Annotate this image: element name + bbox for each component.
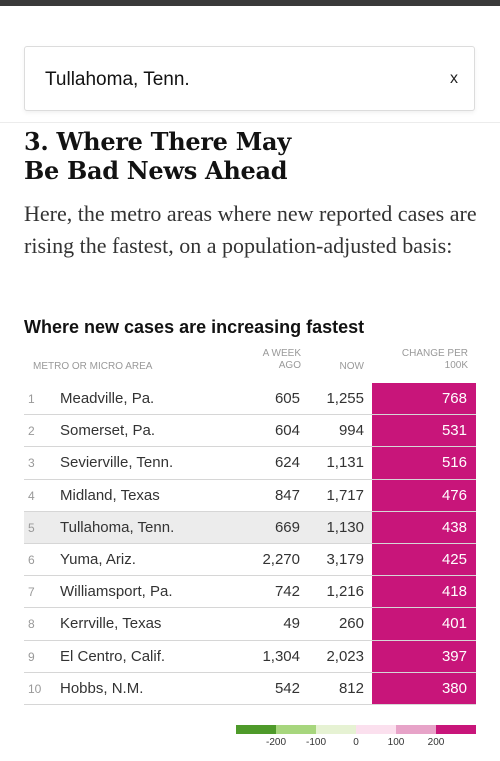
row-change: 401 — [372, 608, 476, 640]
row-week-ago: 542 — [274, 679, 300, 697]
row-metro-name: Hobbs, N.M. — [60, 679, 144, 697]
section-headline: 3. Where There May Be Bad News Ahead — [24, 127, 484, 185]
row-now: 1,717 — [326, 486, 364, 504]
top-bar — [0, 0, 500, 6]
legend-swatch — [236, 725, 276, 734]
row-change: 425 — [372, 543, 476, 576]
legend-swatch — [436, 725, 476, 734]
row-change: 476 — [372, 479, 476, 511]
header-change-line-1: CHANGE PER — [401, 348, 468, 359]
row-metro-name: Yuma, Ariz. — [60, 550, 136, 568]
search-value: Tullahoma, Tenn. — [45, 69, 190, 90]
row-metro-name: El Centro, Calif. — [60, 647, 166, 665]
row-change: 380 — [372, 672, 476, 704]
row-change: 768 — [372, 383, 476, 415]
legend-tick-label: -100 — [305, 737, 326, 748]
header-now: NOW — [339, 361, 364, 372]
row-rank: 10 — [28, 681, 42, 696]
row-now: 3,179 — [326, 550, 364, 568]
row-rank: 3 — [28, 456, 35, 471]
table-row: 9 El Centro, Calif. 1,304 2,023 397 — [24, 640, 476, 673]
row-rank: 9 — [28, 649, 35, 664]
row-rank: 7 — [28, 585, 35, 600]
row-metro-name: Tullahoma, Tenn. — [60, 518, 175, 536]
row-change: 438 — [372, 511, 476, 543]
row-now: 1,130 — [326, 518, 364, 536]
row-week-ago: 669 — [274, 518, 300, 536]
legend-tick-label: 0 — [353, 737, 359, 748]
row-change: 397 — [372, 640, 476, 672]
table-row: 7 Williamsport, Pa. 742 1,216 418 — [24, 576, 476, 609]
legend-swatch — [396, 725, 436, 734]
table-row: 1 Meadville, Pa. 605 1,255 768 — [24, 383, 476, 416]
table-row: 5 Tullahoma, Tenn. 669 1,130 438 — [24, 511, 476, 544]
clear-search-button[interactable]: x — [450, 70, 458, 87]
row-metro-name: Midland, Texas — [60, 486, 160, 504]
header-week-ago-line-1: A WEEK — [262, 348, 301, 359]
row-metro-name: Meadville, Pa. — [60, 390, 155, 407]
legend-swatch — [276, 725, 316, 734]
row-now: 1,131 — [326, 454, 364, 472]
table-row: 8 Kerrville, Texas 49 260 401 — [24, 608, 476, 641]
header-week-ago-line-2: AGO — [278, 360, 301, 371]
legend-swatch — [316, 725, 356, 734]
row-week-ago: 605 — [274, 390, 300, 407]
table-row: 2 Somerset, Pa. 604 994 531 — [24, 415, 476, 448]
row-rank: 8 — [28, 617, 35, 632]
row-metro-name: Kerrville, Texas — [60, 615, 162, 633]
row-change: 418 — [372, 576, 476, 608]
table-header: METRO OR MICRO AREA A WEEK AGO NOW CHANG… — [24, 343, 476, 383]
search-input[interactable]: Tullahoma, Tenn. x — [24, 46, 475, 111]
table-body: 1 Meadville, Pa. 605 1,255 768 2 Somerset, Pa.… — [24, 383, 476, 705]
divider — [0, 122, 500, 123]
row-change: 531 — [372, 415, 476, 447]
row-rank: 1 — [28, 392, 35, 406]
table-row: 10 Hobbs, N.M. 542 812 380 — [24, 672, 476, 705]
row-metro-name: Williamsport, Pa. — [60, 583, 173, 601]
row-rank: 5 — [28, 520, 35, 535]
row-week-ago: 2,270 — [262, 550, 300, 568]
row-week-ago: 604 — [274, 422, 300, 440]
row-week-ago: 49 — [283, 615, 300, 633]
headline-line-2: Be Bad News Ahead — [24, 156, 288, 185]
row-metro-name: Sevierville, Tenn. — [60, 454, 174, 472]
row-now: 994 — [338, 422, 364, 440]
table-row: 4 Midland, Texas 847 1,717 476 — [24, 479, 476, 512]
table-title: Where new cases are increasing fastest — [24, 317, 365, 337]
header-change: CHANGE PER 100K — [378, 348, 468, 372]
section-intro: Here, the metro areas where new reported… — [24, 201, 477, 258]
table-row: 6 Yuma, Ariz. 2,270 3,179 425 — [24, 543, 476, 577]
row-rank: 6 — [28, 552, 35, 567]
legend-swatch — [356, 725, 396, 734]
row-week-ago: 742 — [274, 583, 300, 601]
row-week-ago: 1,304 — [262, 647, 300, 665]
row-rank: 2 — [28, 424, 35, 439]
row-rank: 4 — [28, 488, 35, 503]
headline-line-1: 3. Where There May — [24, 127, 291, 156]
table-row: 3 Sevierville, Tenn. 624 1,131 516 — [24, 447, 476, 480]
row-now: 260 — [338, 615, 364, 633]
header-metro: METRO OR MICRO AREA — [33, 361, 153, 372]
row-now: 1,216 — [326, 583, 364, 601]
header-change-line-2: 100K — [444, 360, 468, 371]
color-legend: -200 -100 0 100 200 — [236, 725, 476, 755]
legend-tick-label: 100 — [387, 737, 405, 748]
legend-tick-label: -200 — [265, 737, 286, 748]
row-week-ago: 624 — [274, 454, 300, 472]
row-now: 812 — [338, 679, 364, 697]
row-change: 516 — [372, 447, 476, 479]
legend-tick-label: 200 — [427, 737, 445, 748]
row-metro-name: Somerset, Pa. — [60, 422, 156, 440]
row-week-ago: 847 — [274, 486, 300, 504]
header-week-ago: A WEEK AGO — [241, 348, 301, 372]
row-now: 1,255 — [326, 390, 364, 407]
row-now: 2,023 — [326, 647, 364, 665]
